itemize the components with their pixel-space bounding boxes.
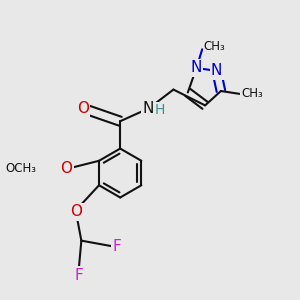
Text: OCH₃: OCH₃ xyxy=(6,162,37,175)
Text: H: H xyxy=(155,103,165,117)
Text: F: F xyxy=(74,268,83,283)
Text: O: O xyxy=(70,204,83,219)
Text: CH₃: CH₃ xyxy=(241,87,263,101)
Text: CH₃: CH₃ xyxy=(204,40,225,53)
Text: N: N xyxy=(191,61,202,76)
Text: O: O xyxy=(60,161,72,176)
Text: O: O xyxy=(77,101,89,116)
Text: N: N xyxy=(142,101,154,116)
Text: N: N xyxy=(211,63,222,78)
Text: F: F xyxy=(112,239,121,254)
